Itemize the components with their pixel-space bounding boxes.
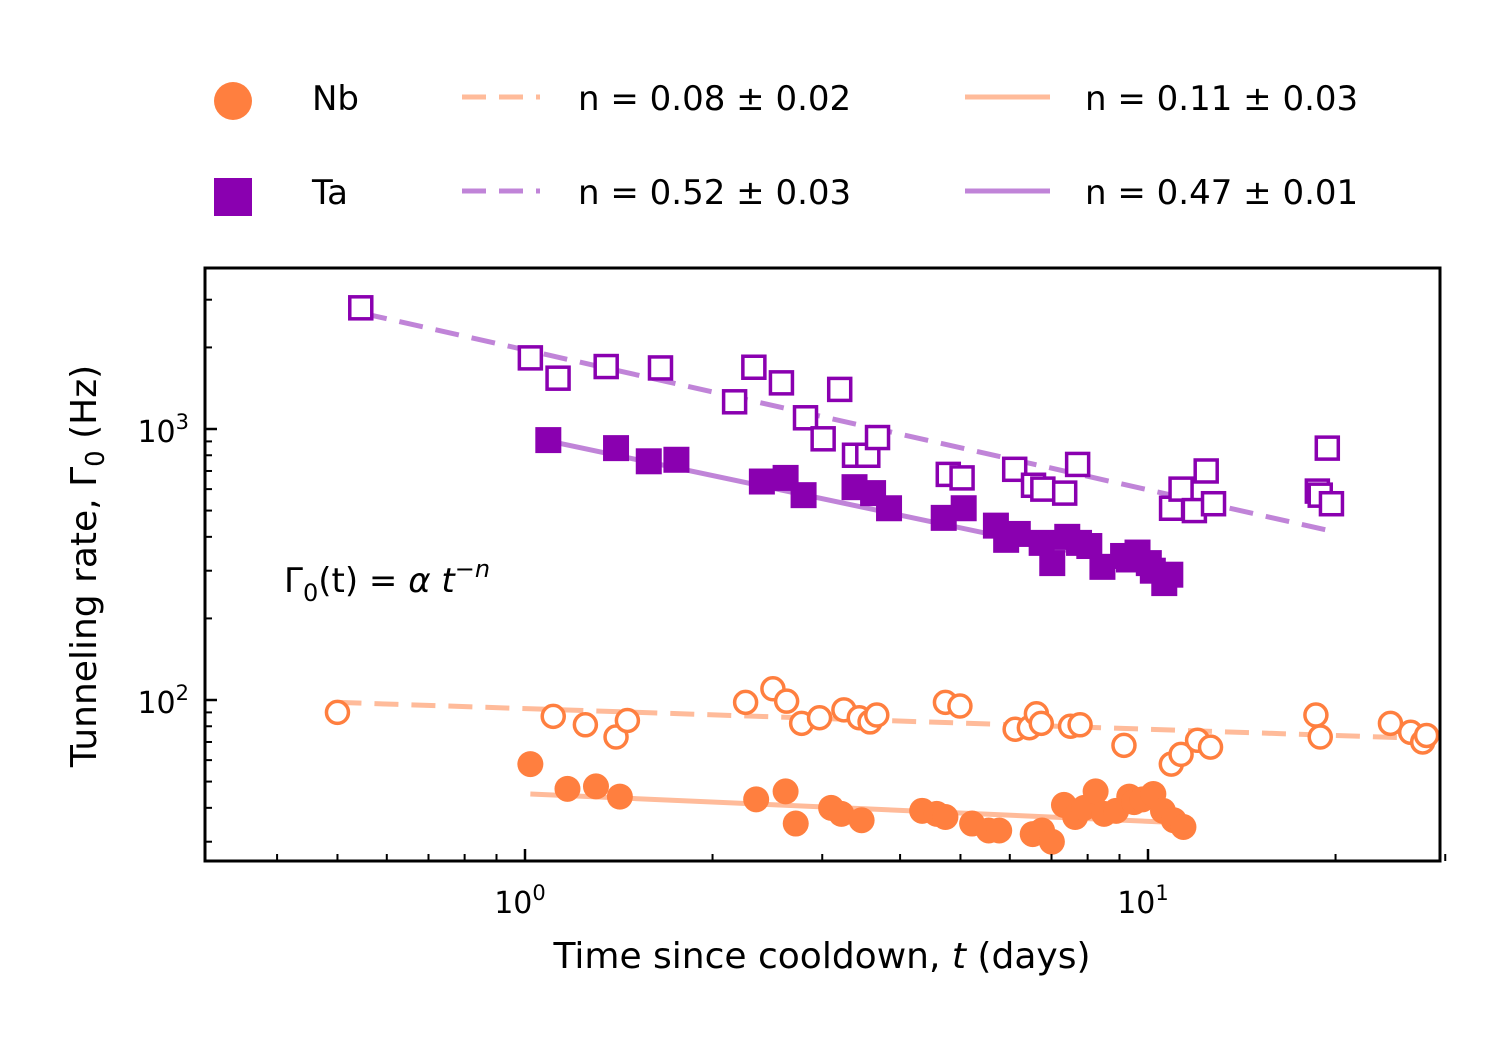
legend-item-1: Nb	[214, 79, 359, 120]
series-ta-filled	[535, 427, 1184, 597]
data-point	[986, 817, 1013, 844]
data-point	[1067, 712, 1093, 738]
data-point	[1004, 520, 1031, 547]
data-point	[635, 448, 662, 475]
data-point	[826, 376, 853, 403]
data-point	[828, 800, 855, 827]
data-point	[932, 804, 959, 831]
data-point	[1168, 741, 1194, 768]
y-axis-label: Tunneling rate, Γ0 (Hz)	[64, 365, 111, 768]
data-point	[593, 353, 619, 380]
data-point	[1030, 476, 1056, 502]
data-point	[1170, 813, 1197, 840]
data-point	[647, 355, 674, 381]
data-point	[1303, 702, 1329, 728]
data-point	[732, 689, 759, 716]
data-point	[554, 775, 581, 802]
data-point	[848, 807, 875, 834]
x-tick-label: 100	[494, 881, 546, 921]
data-point	[1307, 724, 1333, 750]
data-point	[614, 707, 641, 734]
data-point	[1413, 722, 1440, 749]
data-point	[748, 468, 775, 495]
data-point	[792, 405, 819, 431]
legend-item-3: n = 0.11 ± 0.03	[965, 79, 1358, 119]
data-point	[1082, 778, 1109, 805]
legend-label: n = 0.47 ± 0.01	[1085, 173, 1358, 213]
data-point	[947, 693, 973, 719]
data-point	[790, 482, 817, 509]
data-point	[949, 465, 975, 491]
data-point	[1064, 451, 1091, 478]
series-ta-open	[348, 295, 1345, 524]
data-point	[535, 427, 562, 454]
legend-label: Nb	[312, 79, 359, 119]
y-tick-label: 102	[137, 681, 189, 721]
data-point	[572, 712, 599, 738]
data-point	[721, 389, 748, 415]
data-point	[348, 295, 374, 321]
legend-item-4: Ta	[214, 173, 348, 216]
data-point	[1377, 710, 1404, 737]
data-point	[582, 773, 609, 800]
data-point	[773, 688, 800, 714]
series-nb-open	[324, 676, 1440, 777]
x-axis-label: Time since cooldown, t (days)	[552, 936, 1090, 977]
tick-labels: 100 101 102 103	[137, 410, 1168, 921]
data-point	[517, 751, 544, 778]
x-tick-label: 101	[1117, 881, 1169, 921]
model-formula: Γ0(t) = α t−n	[284, 555, 490, 607]
plot-area	[324, 295, 1440, 855]
data-point	[950, 495, 977, 522]
data-point	[1314, 435, 1341, 461]
legend-item-5: n = 0.52 ± 0.03	[462, 173, 851, 213]
data-point	[810, 426, 836, 452]
data-point	[517, 345, 544, 371]
data-point	[1039, 550, 1066, 577]
data-point	[1028, 710, 1055, 737]
data-point	[806, 705, 833, 731]
legend-item-2: n = 0.08 ± 0.02	[462, 79, 851, 119]
legend-label: Ta	[311, 173, 348, 213]
data-point	[663, 446, 690, 473]
data-point	[324, 699, 351, 726]
data-point	[1318, 490, 1345, 517]
y-tick-label: 103	[137, 410, 189, 450]
data-point	[741, 354, 767, 380]
legend-label: n = 0.08 ± 0.02	[578, 79, 851, 119]
axis-ticks	[205, 298, 1447, 861]
data-point	[540, 703, 566, 730]
data-point	[768, 370, 795, 396]
data-point	[1038, 828, 1065, 855]
legend-label: n = 0.52 ± 0.03	[578, 173, 851, 213]
data-point	[1200, 490, 1227, 517]
legend-label: n = 0.11 ± 0.03	[1085, 79, 1358, 119]
series-nb-filled	[517, 751, 1197, 855]
data-point	[1168, 476, 1194, 502]
data-point	[606, 783, 633, 810]
data-point	[1157, 561, 1184, 588]
data-point	[743, 786, 770, 813]
data-point	[603, 435, 630, 462]
data-point	[1001, 456, 1028, 483]
data-point	[1193, 458, 1219, 484]
data-point	[782, 810, 809, 837]
data-point	[1197, 734, 1224, 760]
data-point	[1111, 732, 1137, 759]
data-point	[864, 702, 890, 728]
data-point	[864, 424, 891, 451]
legend-marker	[214, 178, 252, 216]
legend: Nb n = 0.08 ± 0.02 n = 0.11 ± 0.03 Ta n = 0.…	[214, 79, 1358, 216]
data-point	[1051, 480, 1078, 506]
legend-item-6: n = 0.47 ± 0.01	[965, 173, 1358, 213]
data-point	[876, 495, 903, 522]
legend-marker	[214, 82, 252, 120]
data-point	[545, 365, 571, 391]
data-point	[772, 778, 799, 805]
